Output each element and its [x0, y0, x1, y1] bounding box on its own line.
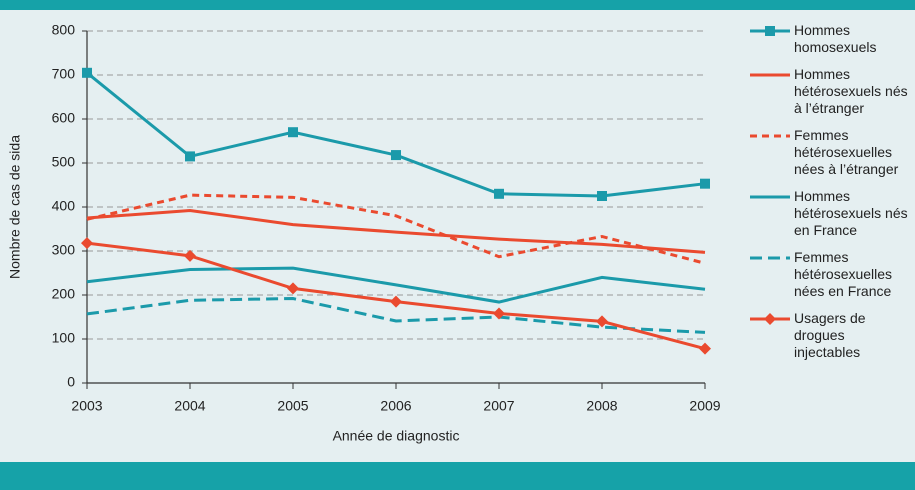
- legend-label: Hommes hétérosexuels nés à l’étranger: [794, 66, 908, 116]
- y-tick-label: 0: [67, 374, 75, 390]
- y-tick-label: 800: [52, 22, 76, 38]
- legend-swatch: [750, 195, 790, 199]
- marker: [597, 191, 607, 201]
- marker: [765, 26, 775, 36]
- marker: [700, 178, 710, 189]
- x-tick-label: 2009: [689, 398, 720, 414]
- legend-label: Femmes hétérosexuelles nées à l’étranger: [794, 127, 899, 177]
- y-tick-label: 400: [52, 198, 76, 214]
- x-tick-label: 2003: [71, 398, 102, 414]
- marker: [493, 307, 505, 320]
- y-axis-label: Nombre de cas de sida: [7, 135, 23, 279]
- marker: [82, 67, 92, 78]
- legend-swatch: [750, 73, 790, 77]
- marker: [494, 188, 504, 199]
- y-tick-label: 200: [52, 286, 76, 302]
- legend-item: Hommes hétérosexuels nés à l’étranger: [748, 66, 915, 117]
- legend-label: Usagers de drogues injectables: [794, 310, 866, 360]
- series-line: [86, 297, 706, 334]
- y-tick-label: 100: [52, 330, 76, 346]
- marker: [81, 237, 93, 250]
- legend-label: Femmes hétérosexuelles nées en France: [794, 249, 893, 299]
- x-tick-label: 2004: [174, 398, 205, 414]
- legend-item: Femmes hétérosexuelles nées à l’étranger: [748, 127, 915, 178]
- legend: Hommes homosexuels Hommes hétérosexuels n…: [748, 22, 915, 371]
- top-band: [0, 0, 915, 10]
- y-tick-label: 500: [52, 154, 76, 170]
- series-line: [86, 209, 706, 254]
- marker: [287, 282, 299, 295]
- legend-item: Usagers de drogues injectables: [748, 310, 915, 361]
- y-tick-label: 700: [52, 66, 76, 82]
- legend-item: Femmes hétérosexuelles nées en France: [748, 249, 915, 300]
- x-axis-label: Année de diagnostic: [333, 428, 460, 444]
- x-tick-label: 2008: [586, 398, 617, 414]
- marker: [288, 127, 298, 138]
- y-tick-label: 600: [52, 110, 76, 126]
- series-line: [86, 266, 706, 304]
- series-line: [86, 193, 706, 265]
- x-tick-label: 2006: [380, 398, 411, 414]
- legend-swatch: [750, 256, 790, 260]
- marker: [185, 151, 195, 162]
- marker: [699, 342, 711, 355]
- bottom-band: [0, 462, 915, 490]
- x-tick-label: 2005: [277, 398, 308, 414]
- legend-label: Hommes homosexuels: [794, 22, 877, 55]
- legend-swatch: [750, 313, 790, 325]
- legend-swatch: [750, 134, 790, 138]
- marker: [596, 315, 608, 328]
- marker: [390, 295, 402, 308]
- legend-label: Hommes hétérosexuels nés en France: [794, 188, 908, 238]
- legend-swatch: [750, 26, 790, 36]
- series-line: [86, 71, 706, 198]
- marker: [764, 313, 776, 325]
- x-tick-label: 2007: [483, 398, 514, 414]
- marker: [391, 150, 401, 161]
- y-tick-label: 300: [52, 242, 76, 258]
- marker: [184, 249, 196, 262]
- legend-item: Hommes hétérosexuels nés en France: [748, 188, 915, 239]
- legend-item: Hommes homosexuels: [748, 22, 915, 56]
